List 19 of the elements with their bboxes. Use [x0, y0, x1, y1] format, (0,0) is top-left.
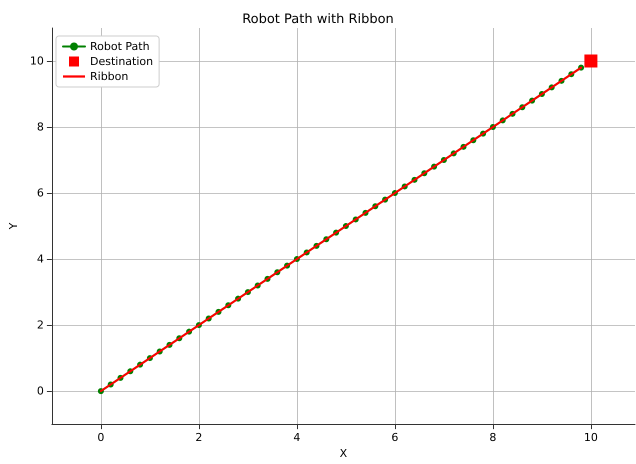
x-tick-label: 2 [195, 431, 202, 444]
y-axis-title: Y [7, 222, 20, 230]
y-tick-label: 8 [36, 120, 44, 134]
y-tick-label: 4 [36, 252, 44, 266]
y-tick-label: 0 [36, 384, 44, 398]
x-tick-label: 0 [97, 431, 104, 444]
x-tick-label: 4 [293, 431, 300, 444]
x-axis-title: X [340, 447, 348, 460]
x-tick-label: 10 [584, 431, 598, 444]
legend-label: Ribbon [90, 70, 128, 83]
x-tick-label: 6 [391, 431, 398, 444]
y-tick-label: 6 [36, 186, 44, 200]
legend-label: Robot Path [90, 40, 150, 53]
point [584, 54, 598, 68]
chart-title: Robot Path with Ribbon [242, 12, 394, 27]
legend-label: Destination [90, 55, 154, 68]
x-tick-label: 8 [489, 431, 496, 444]
y-tick-label: 10 [30, 54, 44, 68]
y-tick-label: 2 [36, 318, 44, 332]
